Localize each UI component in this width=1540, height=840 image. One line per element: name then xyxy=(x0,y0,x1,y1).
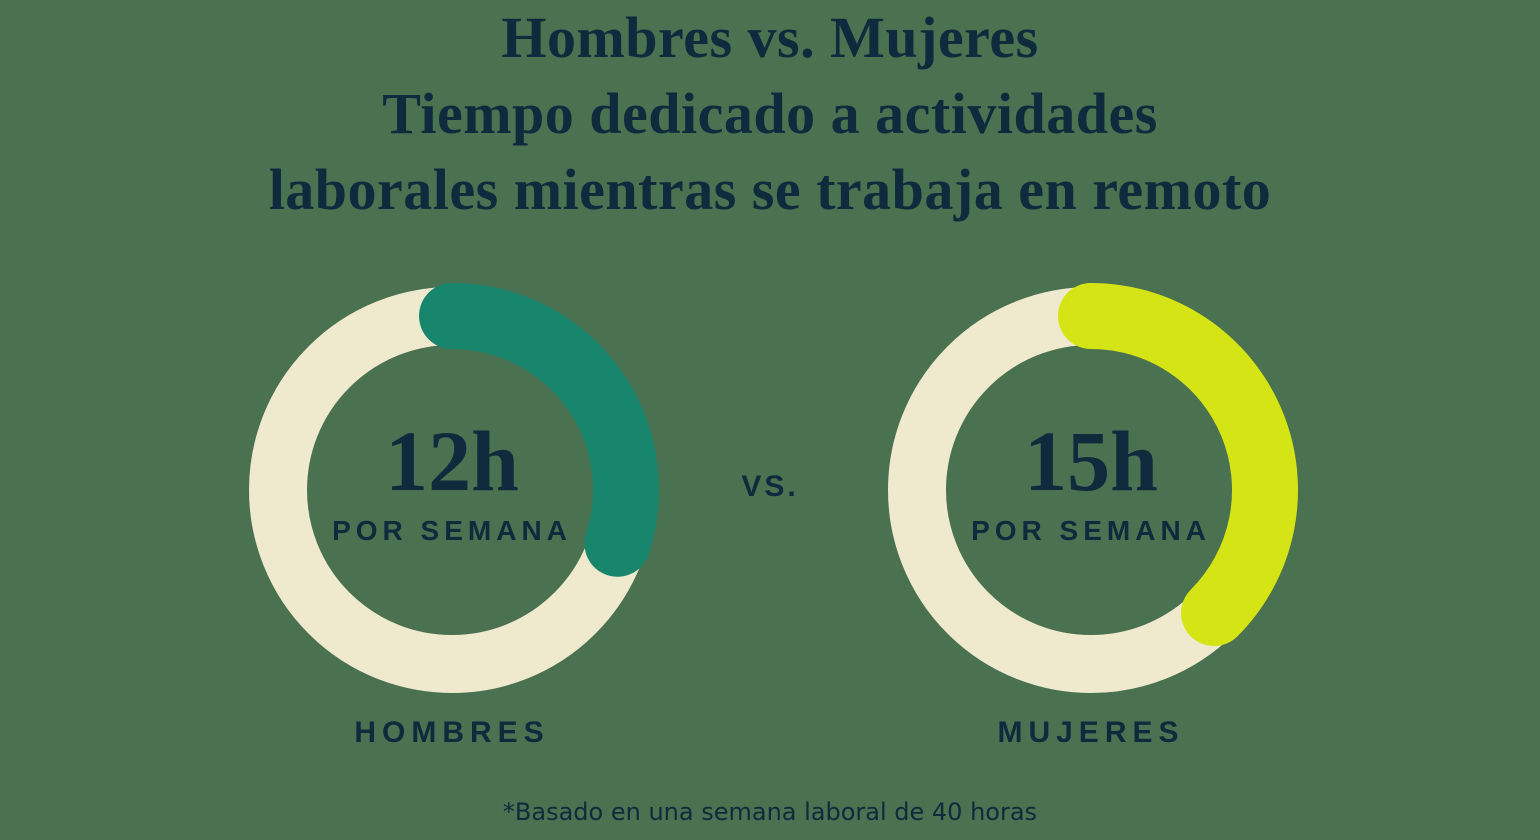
donut-arc-hombres xyxy=(419,283,659,577)
title-line-3: laborales mientras se trabaja en remoto xyxy=(268,157,1272,222)
title-line-2: Tiempo dedicado a actividades xyxy=(382,81,1158,146)
donut-svg-mujeres xyxy=(888,283,1298,693)
footnote: *Basado en una semana laboral de 40 hora… xyxy=(502,798,1038,826)
donut-arc-mujeres xyxy=(1058,283,1298,647)
title-line-1: Hombres vs. Mujeres xyxy=(501,5,1039,70)
donut-label-hombres: HOMBRES xyxy=(354,716,550,749)
donut-label-mujeres: MUJERES xyxy=(997,716,1185,749)
donut-svg-hombres xyxy=(249,283,659,693)
donut-chart-hombres: 12h POR SEMANA xyxy=(232,270,672,710)
donut-chart-mujeres: 15h POR SEMANA xyxy=(871,270,1311,710)
vs-label: vs. xyxy=(741,470,799,503)
page-title: Hombres vs. Mujeres Tiempo dedicado a ac… xyxy=(0,0,1540,228)
